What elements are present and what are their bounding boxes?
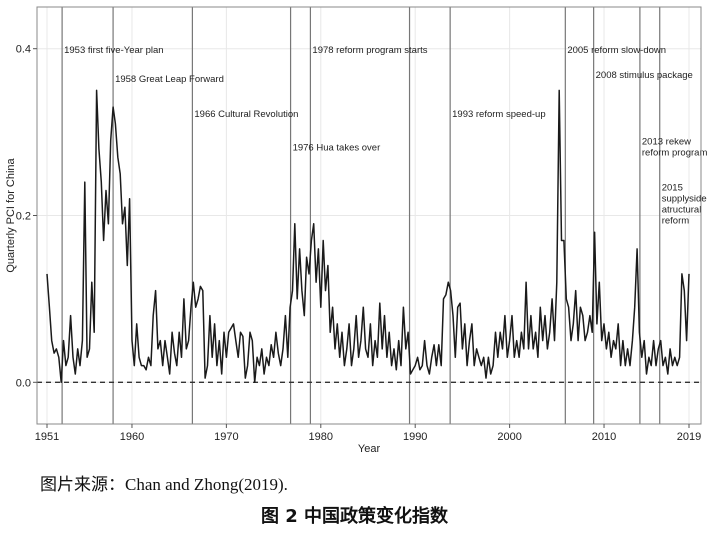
x-tick-label: 1951: [35, 431, 59, 443]
event-label: 1993 reform speed-up: [452, 109, 545, 120]
event-label-line: 2005 reform slow-down: [567, 45, 666, 56]
event-label-line: 2013 rekew: [642, 137, 691, 148]
x-tick-label: 2000: [497, 431, 521, 443]
event-label: 1953 first five-Year plan: [64, 45, 163, 56]
x-tick-label: 1990: [403, 431, 427, 443]
event-label-line: 1953 first five-Year plan: [64, 45, 163, 56]
x-tick-label: 1960: [120, 431, 144, 443]
event-label: 2008 stimulus package: [596, 70, 693, 81]
event-label: 1976 Hua takes over: [293, 142, 381, 153]
event-label: 2005 reform slow-down: [567, 45, 666, 56]
y-tick-label: 0.0: [16, 377, 31, 389]
x-axis-title: Year: [358, 443, 381, 455]
event-lines: [61, 7, 661, 424]
source-note: 图片来源：Chan and Zhong(2019).: [40, 475, 288, 494]
event-label-line: supplyside: [662, 193, 707, 204]
pci-series-line: [46, 89, 690, 384]
y-axis: 0.0 0.2 0.4: [16, 44, 37, 389]
event-label: 2013 rekew reform program: [642, 137, 708, 159]
event-label-line: reform: [662, 215, 690, 226]
event-label-line: 1993 reform speed-up: [452, 109, 545, 120]
y-tick-label: 0.4: [16, 44, 31, 56]
figure-caption: 图 2 中国政策变化指数: [260, 506, 449, 527]
event-label: 2015 supplyside atructural reform: [662, 182, 707, 226]
event-label-line: 2008 stimulus package: [596, 70, 693, 81]
event-label-line: 2015: [662, 182, 683, 193]
event-label: 1958 Great Leap Forward: [115, 74, 224, 85]
x-axis: 1951 1960 1970 1980 1990 2000 2010 2019: [35, 424, 701, 443]
event-labels: 1953 first five-Year plan 1958 Great Leap…: [64, 45, 707, 227]
event-label-line: 1978 reform program starts: [312, 45, 427, 56]
y-tick-label: 0.2: [16, 211, 31, 223]
event-label-line: 1976 Hua takes over: [293, 142, 381, 153]
event-label: 1966 Cultural Revolution: [194, 109, 298, 120]
event-label-line: reform program: [642, 148, 708, 159]
y-axis-title: Quarterly PCI for China: [5, 157, 17, 272]
event-label: 1978 reform program starts: [312, 45, 427, 56]
x-tick-label: 2010: [592, 431, 616, 443]
event-label-line: 1966 Cultural Revolution: [194, 109, 298, 120]
event-label-line: atructural: [662, 204, 702, 215]
x-tick-label: 1980: [309, 431, 333, 443]
event-label-line: 1958 Great Leap Forward: [115, 74, 224, 85]
x-tick-label: 2019: [677, 431, 701, 443]
x-tick-label: 1970: [214, 431, 238, 443]
